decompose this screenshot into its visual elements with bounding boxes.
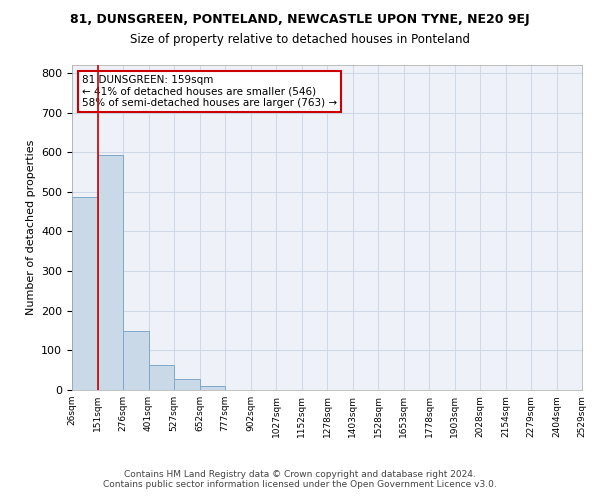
Text: 81 DUNSGREEN: 159sqm
← 41% of detached houses are smaller (546)
58% of semi-deta: 81 DUNSGREEN: 159sqm ← 41% of detached h… — [82, 74, 337, 108]
Bar — [199, 386, 225, 390]
Bar — [174, 380, 199, 390]
Bar — [123, 330, 149, 390]
Text: Size of property relative to detached houses in Ponteland: Size of property relative to detached ho… — [130, 32, 470, 46]
Y-axis label: Number of detached properties: Number of detached properties — [26, 140, 35, 315]
Bar — [72, 197, 97, 390]
Bar — [97, 154, 123, 390]
Bar — [149, 366, 174, 390]
Text: Contains HM Land Registry data © Crown copyright and database right 2024.
Contai: Contains HM Land Registry data © Crown c… — [103, 470, 497, 489]
Text: 81, DUNSGREEN, PONTELAND, NEWCASTLE UPON TYNE, NE20 9EJ: 81, DUNSGREEN, PONTELAND, NEWCASTLE UPON… — [70, 12, 530, 26]
